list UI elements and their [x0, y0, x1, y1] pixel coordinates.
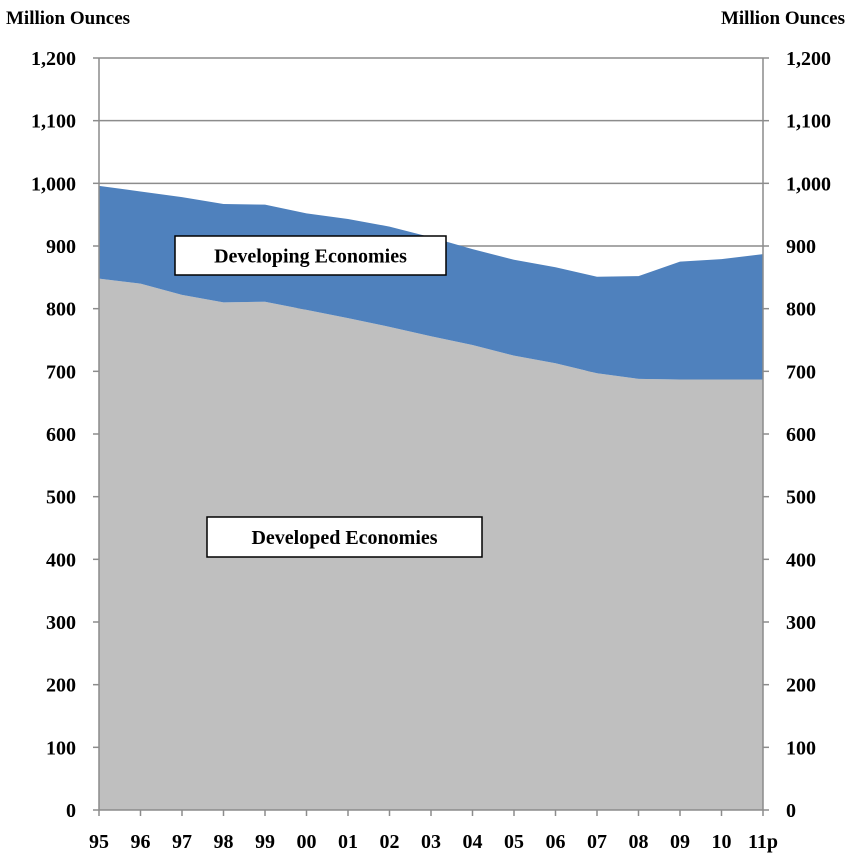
y-tick-label-right: 100	[786, 737, 816, 759]
y-tick-label-right: 1,100	[786, 111, 831, 133]
x-tick-label: 97	[172, 831, 192, 853]
x-tick-label: 02	[380, 831, 400, 853]
y-axis-title-left: Million Ounces	[6, 8, 131, 29]
x-ticks: 95 96 97 98 99 00 01 02 03 04 05 06 07 08 09 10 11p	[89, 831, 778, 853]
x-tick-label: 11p	[748, 831, 778, 853]
y-ticks-right: 0 100 200 300 400 500 600 700 800 900 1,000 1,100 1,…	[786, 48, 831, 822]
y-tick-label-right: 1,200	[786, 48, 831, 70]
y-axis-title-right: Million Ounces	[720, 8, 845, 29]
y-tick-label-right: 300	[786, 612, 816, 634]
y-tick-label-left: 1,200	[31, 48, 76, 70]
y-tick-label-left: 300	[46, 612, 76, 634]
series-label-developed-economies: Developed Economies	[251, 527, 437, 549]
y-tick-label-right: 0	[786, 800, 796, 822]
x-tick-label: 07	[587, 831, 607, 853]
y-tick-label-right: 600	[786, 424, 816, 446]
y-tick-label-right: 200	[786, 675, 816, 697]
y-tick-label-right: 700	[786, 361, 816, 383]
y-tick-label-right: 400	[786, 549, 816, 571]
x-tick-label: 01	[338, 831, 358, 853]
y-tick-label-left: 900	[46, 236, 76, 258]
x-tick-label: 03	[421, 831, 441, 853]
x-tick-label: 10	[712, 831, 732, 853]
y-tick-label-left: 700	[46, 361, 76, 383]
axes	[93, 57, 769, 816]
x-tick-label: 95	[89, 831, 109, 853]
y-tick-label-right: 500	[786, 487, 816, 509]
series-label-developing-economies: Developing Economies	[214, 246, 407, 268]
x-tick-label: 08	[629, 831, 649, 853]
x-tick-label: 06	[546, 831, 566, 853]
y-tick-label-left: 400	[46, 549, 76, 571]
area-developing-economies	[99, 185, 763, 380]
y-tick-label-left: 0	[66, 800, 76, 822]
label-box-developing-economies	[174, 235, 447, 276]
y-tick-label-right: 900	[786, 236, 816, 258]
x-tick-label: 99	[255, 831, 275, 853]
y-tick-label-left: 1,000	[31, 173, 76, 195]
y-tick-label-left: 600	[46, 424, 76, 446]
series-labels: Developing Economies Developed Economies	[174, 235, 483, 558]
y-tick-label-left: 100	[46, 737, 76, 759]
y-tick-label-right: 800	[786, 299, 816, 321]
y-tick-label-left: 500	[46, 487, 76, 509]
y-tick-label-left: 200	[46, 675, 76, 697]
x-tick-label: 96	[131, 831, 151, 853]
y-tick-label-left: 800	[46, 299, 76, 321]
area-series	[99, 185, 763, 811]
x-tick-label: 98	[214, 831, 234, 853]
x-tick-label: 05	[504, 831, 524, 853]
y-tick-label-right: 1,000	[786, 173, 831, 195]
x-tick-label: 04	[463, 831, 483, 853]
y-tick-label-left: 1,100	[31, 111, 76, 133]
label-box-developed-economies	[206, 516, 483, 558]
y-ticks-left: 0 100 200 300 400 500 600 700 800 900 1,000 1,100 1,…	[31, 48, 76, 822]
x-tick-label: 09	[670, 831, 690, 853]
x-tick-label: 00	[297, 831, 317, 853]
